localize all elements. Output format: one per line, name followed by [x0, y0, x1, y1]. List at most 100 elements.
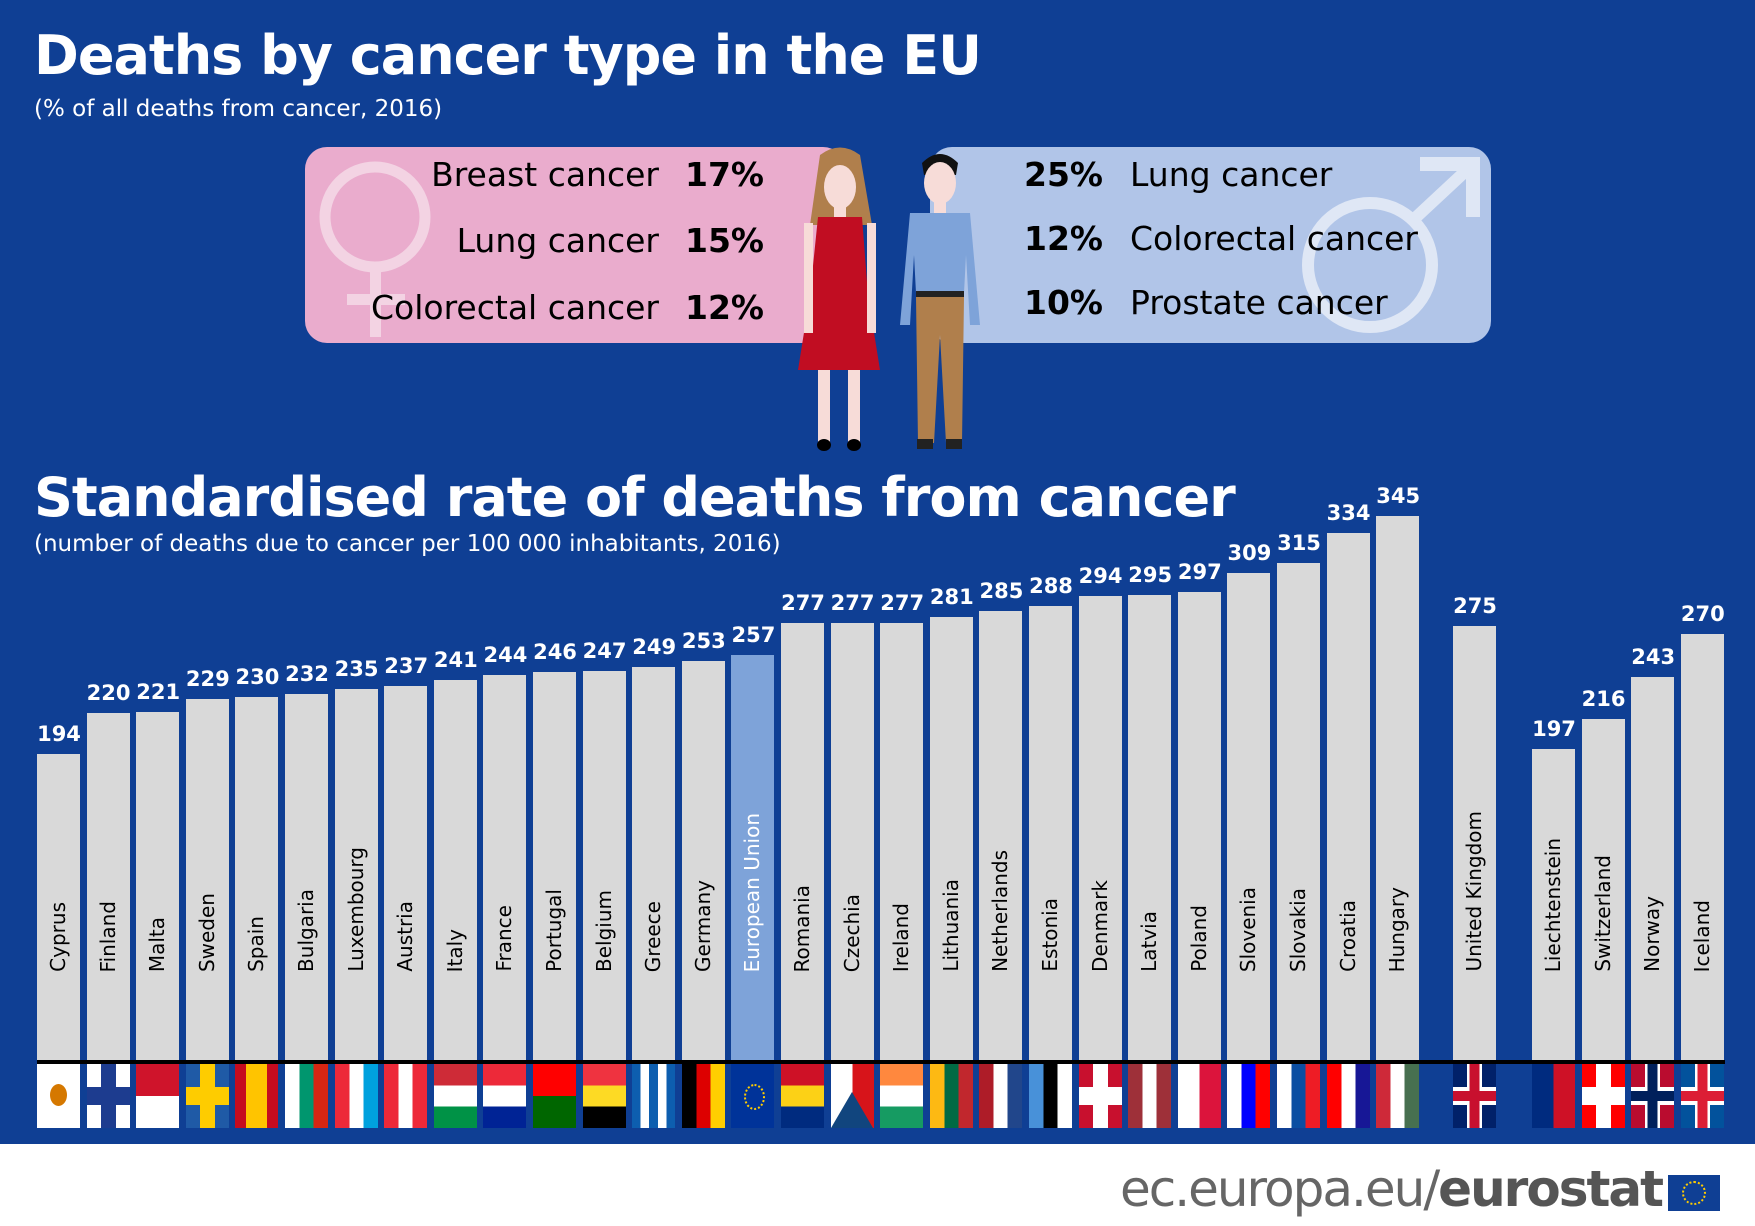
bar-sweden: [185, 698, 229, 1060]
flag-denmark-icon: [1078, 1064, 1122, 1128]
category-label: Austria: [393, 901, 418, 972]
bar-france: [483, 675, 527, 1060]
flag-norway-icon: [1631, 1064, 1675, 1128]
value-label: 244: [483, 643, 528, 668]
women-item-pct: 17%: [685, 155, 764, 194]
bar-estonia: [1029, 605, 1072, 1060]
category-label: Luxembourg: [343, 847, 368, 972]
bar-portugal: [533, 672, 576, 1060]
value-label: 297: [1177, 559, 1222, 584]
bar-liechtenstein: [1532, 749, 1575, 1060]
category-label: Switzerland: [1590, 855, 1615, 972]
flag-portugal-icon: [533, 1064, 576, 1128]
man-figure-icon: [900, 154, 980, 449]
women-item-pct: 12%: [685, 288, 764, 327]
value-label: 229: [185, 666, 230, 691]
women-item-label: Breast cancer: [431, 155, 659, 194]
bar-croatia: [1326, 533, 1370, 1060]
value-label: 253: [681, 629, 726, 654]
bar-luxembourg: [334, 689, 378, 1060]
flag-iceland-icon: [1680, 1064, 1724, 1128]
value-label: 277: [880, 591, 925, 616]
value-label: 285: [979, 578, 1024, 603]
men-panel: 25% Lung cancer 12% Colorectal cancer 10…: [930, 147, 1491, 343]
value-label: 197: [1532, 717, 1576, 742]
men-item-label: Lung cancer: [1130, 155, 1333, 194]
bar-lithuania: [929, 616, 973, 1060]
page-title: Deaths by cancer type in the EU: [34, 24, 982, 87]
category-label: European Union: [740, 812, 765, 972]
footer-brand: eurostat: [1438, 1160, 1664, 1218]
value-label: 237: [384, 654, 429, 679]
category-label: Liechtenstein: [1541, 837, 1565, 972]
flag-lithuania-icon: [929, 1064, 973, 1128]
category-label: Norway: [1640, 896, 1665, 972]
male-symbol-icon: [1302, 157, 1480, 333]
women-item-label: Colorectal cancer: [371, 288, 659, 327]
bar-ireland: [880, 623, 924, 1060]
bar-denmark: [1078, 596, 1122, 1060]
category-label: Belgium: [591, 890, 616, 972]
category-label: Denmark: [1087, 880, 1112, 972]
flag-finland-icon: [86, 1064, 130, 1128]
bar-belgium: [582, 670, 626, 1060]
value-label: 247: [582, 638, 627, 663]
bar-finland: [86, 713, 130, 1060]
category-label: Portugal: [542, 889, 566, 972]
bar-italy: [433, 679, 477, 1060]
bar-iceland: [1680, 634, 1724, 1060]
bar-romania: [781, 623, 824, 1060]
flag-poland-icon: [1177, 1064, 1221, 1128]
footer-domain: ec.europa.eu/: [1119, 1160, 1440, 1218]
value-label: 249: [632, 635, 677, 660]
flag-liechtenstein-icon: [1532, 1064, 1575, 1128]
flag-luxembourg-icon: [334, 1064, 378, 1128]
value-label: 257: [731, 622, 776, 647]
flag-ireland-icon: [880, 1064, 924, 1128]
female-symbol-icon: [319, 161, 431, 337]
flag-latvia-icon: [1128, 1064, 1172, 1128]
flag-estonia-icon: [1029, 1064, 1072, 1128]
bar-switzerland: [1581, 719, 1625, 1060]
chart-baseline: [37, 1060, 1725, 1064]
flag-germany-icon: [681, 1064, 725, 1128]
flag-slovakia-icon: [1277, 1064, 1320, 1128]
flag-romania-icon: [781, 1064, 824, 1128]
chart-subtitle: (number of deaths due to cancer per 100 …: [34, 531, 781, 557]
value-label: 315: [1277, 531, 1321, 556]
category-label: Spain: [244, 916, 269, 972]
value-label: 221: [136, 679, 181, 704]
category-label: Germany: [690, 880, 715, 972]
bar-latvia: [1128, 594, 1172, 1060]
bar-austria: [384, 686, 428, 1060]
bar-hungary: [1376, 516, 1420, 1060]
category-label: Czechia: [839, 893, 864, 972]
value-label: 281: [929, 584, 974, 609]
category-label: Latvia: [1137, 911, 1162, 972]
men-item-label: Colorectal cancer: [1130, 219, 1418, 258]
bar-poland: [1177, 591, 1221, 1060]
category-label: Bulgaria: [294, 889, 318, 972]
value-label: 243: [1631, 644, 1676, 669]
bar-netherlands: [979, 610, 1023, 1060]
category-label: Malta: [145, 916, 170, 972]
men-item-label: Prostate cancer: [1130, 283, 1388, 322]
flag-emblem: [744, 1084, 766, 1110]
flag-united-kingdom-icon: [1453, 1064, 1496, 1128]
category-label: Sweden: [194, 892, 219, 972]
category-label: Poland: [1186, 905, 1211, 972]
chart-title: Standardised rate of deaths from cancer: [34, 466, 1236, 529]
value-label: 270: [1680, 602, 1725, 627]
category-label: Slovakia: [1286, 888, 1310, 972]
bar-malta: [136, 711, 180, 1060]
eu-flag-icon: [1668, 1174, 1720, 1211]
value-label: 294: [1078, 564, 1123, 589]
bar-slovakia: [1277, 563, 1320, 1060]
flag-switzerland-icon: [1581, 1064, 1625, 1128]
category-label: Greece: [641, 900, 666, 972]
flag-triangle: [830, 1092, 873, 1128]
flag-bulgaria-icon: [285, 1064, 328, 1128]
eurostat-logo[interactable]: ec.europa.eu/eurostat: [1120, 1160, 1720, 1218]
value-label: 277: [830, 591, 875, 616]
flag-austria-icon: [384, 1064, 428, 1128]
